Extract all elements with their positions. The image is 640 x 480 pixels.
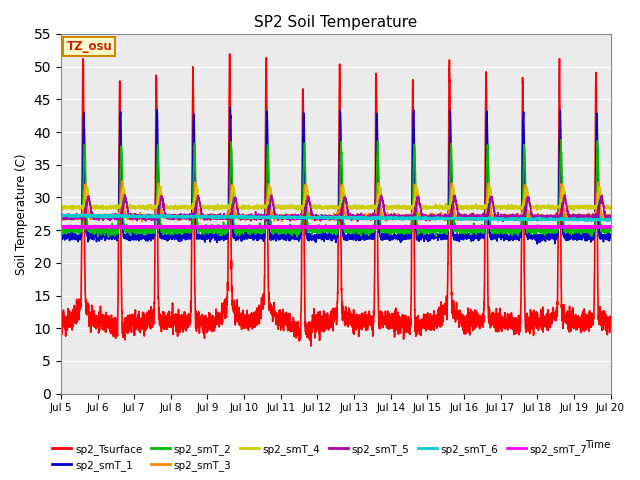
sp2_smT_5 bbox=[354, 218, 362, 224]
sp2_smT_2 bbox=[607, 228, 614, 233]
sp2_Tsurface bbox=[399, 324, 407, 330]
sp2_smT_6 bbox=[584, 218, 591, 224]
sp2_smT_6 bbox=[607, 217, 614, 223]
Legend: sp2_Tsurface, sp2_smT_1, sp2_smT_2, sp2_smT_3, sp2_smT_4, sp2_smT_5, sp2_smT_6, : sp2_Tsurface, sp2_smT_1, sp2_smT_2, sp2_… bbox=[48, 439, 592, 475]
Y-axis label: Soil Temperature (C): Soil Temperature (C) bbox=[15, 153, 28, 275]
sp2_smT_7 bbox=[175, 224, 182, 229]
Line: sp2_smT_1: sp2_smT_1 bbox=[61, 107, 611, 244]
sp2_smT_6 bbox=[175, 214, 182, 220]
sp2_smT_1 bbox=[607, 233, 614, 239]
sp2_smT_4 bbox=[303, 182, 310, 188]
sp2_smT_6 bbox=[57, 213, 65, 219]
sp2_smT_1 bbox=[211, 234, 218, 240]
sp2_Tsurface bbox=[555, 156, 563, 161]
sp2_Tsurface bbox=[607, 323, 614, 329]
sp2_smT_3 bbox=[175, 215, 183, 221]
Text: Time: Time bbox=[585, 440, 611, 450]
sp2_smT_1 bbox=[57, 233, 65, 239]
sp2_Tsurface bbox=[390, 315, 397, 321]
sp2_smT_4 bbox=[175, 205, 182, 211]
sp2_smT_4 bbox=[607, 204, 614, 209]
sp2_smT_6 bbox=[79, 211, 87, 217]
sp2_smT_3 bbox=[390, 215, 397, 220]
Line: sp2_smT_7: sp2_smT_7 bbox=[61, 226, 611, 228]
sp2_smT_6 bbox=[555, 216, 563, 222]
sp2_smT_2 bbox=[57, 231, 65, 237]
sp2_smT_6 bbox=[399, 216, 407, 221]
sp2_smT_7 bbox=[57, 224, 65, 229]
sp2_smT_1 bbox=[533, 241, 541, 247]
sp2_smT_4 bbox=[607, 206, 614, 212]
sp2_smT_1 bbox=[390, 233, 397, 239]
sp2_smT_3 bbox=[607, 216, 614, 222]
sp2_smT_2 bbox=[390, 228, 397, 233]
sp2_smT_5 bbox=[390, 214, 397, 219]
sp2_smT_7 bbox=[399, 224, 407, 230]
sp2_smT_5 bbox=[607, 213, 614, 219]
sp2_smT_5 bbox=[211, 213, 218, 218]
sp2_Tsurface bbox=[57, 324, 65, 330]
sp2_smT_2 bbox=[557, 137, 564, 143]
sp2_smT_7 bbox=[211, 224, 218, 229]
sp2_Tsurface bbox=[607, 313, 614, 319]
sp2_Tsurface bbox=[211, 328, 218, 334]
sp2_smT_1 bbox=[607, 234, 614, 240]
Line: sp2_smT_3: sp2_smT_3 bbox=[61, 181, 611, 222]
sp2_smT_1 bbox=[555, 203, 563, 209]
sp2_smT_6 bbox=[390, 216, 397, 221]
sp2_smT_7 bbox=[390, 224, 397, 229]
Line: sp2_smT_5: sp2_smT_5 bbox=[61, 195, 611, 221]
sp2_smT_2 bbox=[555, 221, 563, 227]
sp2_smT_3 bbox=[57, 216, 65, 221]
sp2_smT_3 bbox=[607, 216, 614, 222]
sp2_smT_2 bbox=[211, 229, 218, 235]
Line: sp2_Tsurface: sp2_Tsurface bbox=[61, 54, 611, 346]
sp2_smT_5 bbox=[57, 212, 65, 218]
sp2_smT_5 bbox=[175, 213, 182, 219]
sp2_smT_2 bbox=[104, 234, 112, 240]
sp2_smT_4 bbox=[399, 206, 407, 212]
sp2_smT_5 bbox=[555, 214, 563, 219]
sp2_smT_3 bbox=[555, 211, 563, 216]
sp2_smT_3 bbox=[211, 212, 218, 218]
Text: TZ_osu: TZ_osu bbox=[67, 40, 112, 53]
Line: sp2_smT_2: sp2_smT_2 bbox=[61, 140, 611, 237]
Line: sp2_smT_4: sp2_smT_4 bbox=[61, 185, 611, 210]
sp2_smT_4 bbox=[57, 205, 65, 211]
Title: SP2 Soil Temperature: SP2 Soil Temperature bbox=[254, 15, 417, 30]
sp2_smT_1 bbox=[227, 104, 234, 110]
sp2_smT_2 bbox=[399, 227, 407, 232]
sp2_smT_1 bbox=[175, 239, 182, 244]
sp2_smT_4 bbox=[555, 204, 563, 209]
sp2_smT_4 bbox=[390, 203, 397, 209]
sp2_smT_6 bbox=[607, 217, 614, 223]
sp2_smT_4 bbox=[211, 206, 218, 212]
sp2_smT_7 bbox=[607, 224, 614, 230]
sp2_smT_7 bbox=[555, 224, 563, 229]
sp2_smT_3 bbox=[118, 178, 126, 184]
sp2_Tsurface bbox=[175, 317, 182, 323]
sp2_smT_3 bbox=[399, 216, 407, 222]
sp2_smT_2 bbox=[175, 224, 182, 229]
sp2_Tsurface bbox=[307, 343, 315, 349]
sp2_smT_7 bbox=[204, 225, 212, 230]
sp2_Tsurface bbox=[226, 51, 234, 57]
Line: sp2_smT_6: sp2_smT_6 bbox=[61, 214, 611, 221]
sp2_smT_3 bbox=[138, 219, 146, 225]
sp2_smT_1 bbox=[399, 229, 407, 235]
sp2_smT_2 bbox=[607, 228, 614, 233]
sp2_smT_7 bbox=[607, 224, 614, 230]
sp2_smT_4 bbox=[570, 207, 577, 213]
sp2_smT_5 bbox=[399, 213, 407, 218]
sp2_smT_7 bbox=[505, 223, 513, 229]
sp2_smT_6 bbox=[211, 215, 218, 220]
sp2_smT_5 bbox=[607, 214, 614, 220]
sp2_smT_5 bbox=[121, 192, 129, 198]
